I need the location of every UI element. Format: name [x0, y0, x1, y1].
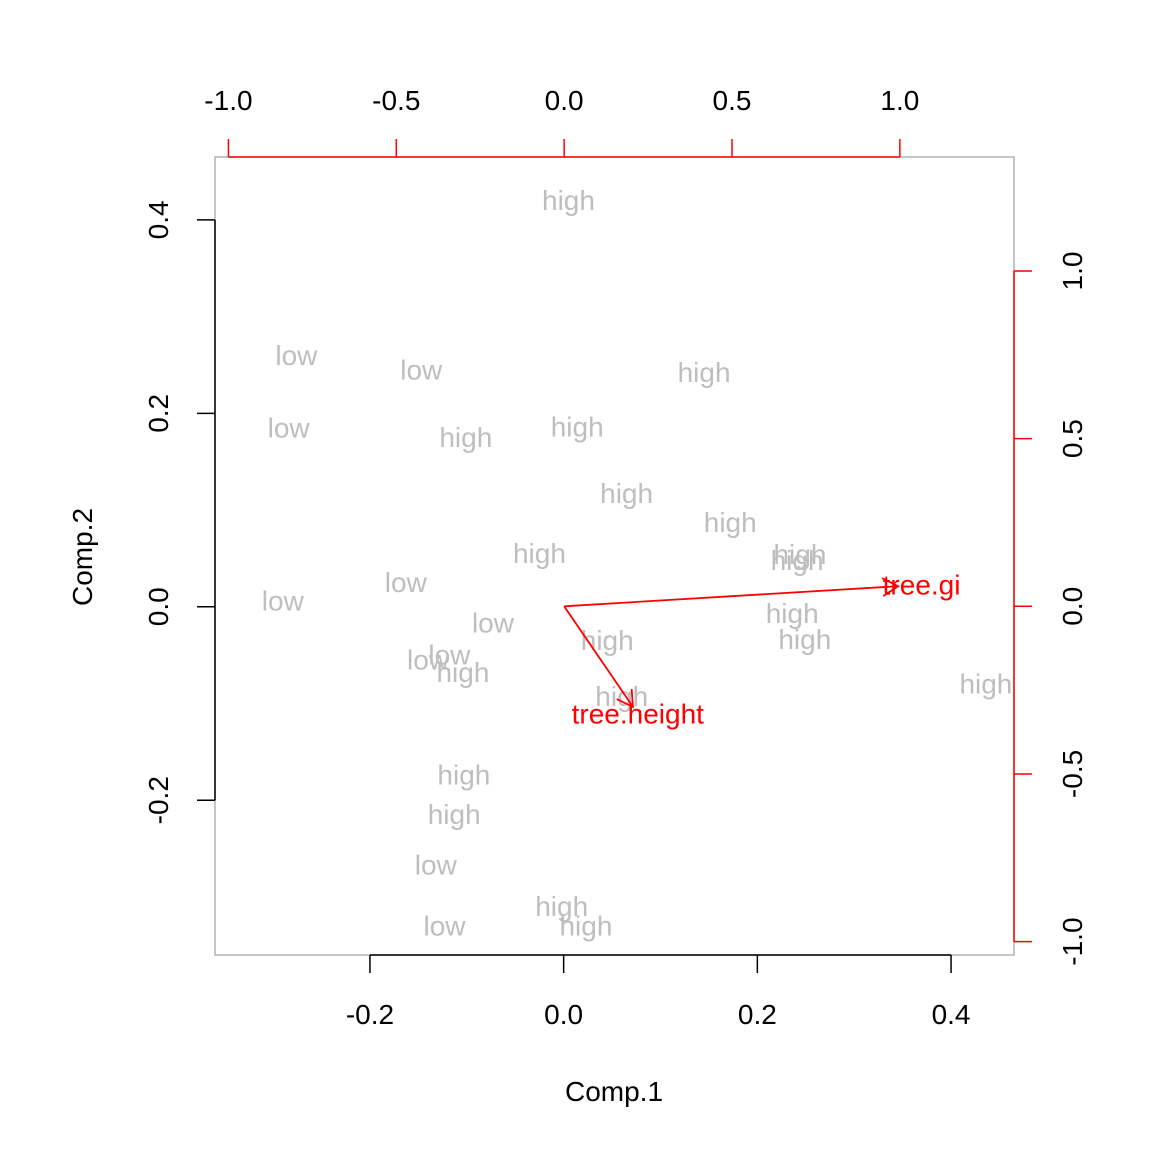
right-tick-label: 1.0: [1057, 252, 1088, 291]
right-tick-label: 0.0: [1057, 587, 1088, 626]
point-label-high: high: [773, 539, 826, 570]
point-label-low: low: [407, 644, 450, 675]
top-tick-label: -1.0: [204, 85, 252, 116]
x-tick-label: 0.2: [738, 999, 777, 1030]
x-axis-label: Comp.1: [565, 1076, 663, 1107]
point-label-low: low: [415, 850, 458, 881]
loadings-layer: tree.gi tree.height: [563, 569, 961, 729]
point-label-high: high: [439, 422, 492, 453]
top-axis: -1.0 -0.5 0.0 0.5 1.0: [204, 85, 919, 158]
loading-label-tree.height: tree.height: [572, 698, 705, 729]
top-tick-label: 0.5: [713, 85, 752, 116]
point-label-low: low: [400, 354, 443, 385]
point-label-high: high: [437, 760, 490, 791]
point-label-high: high: [595, 681, 648, 712]
right-tick-label: -1.0: [1057, 917, 1088, 965]
right-tick-label: -0.5: [1057, 750, 1088, 798]
y-tick-label: 0.2: [143, 394, 174, 433]
bottom-axis: -0.2 0.0 0.2 0.4: [346, 954, 971, 1030]
point-label-low: low: [275, 340, 318, 371]
top-tick-label: -0.5: [372, 85, 420, 116]
point-label-low: low: [428, 640, 471, 671]
right-axis: -1.0 -0.5 0.0 0.5 1.0: [1013, 252, 1088, 966]
point-label-high: high: [766, 598, 819, 629]
x-tick-label: 0.0: [544, 999, 583, 1030]
point-label-high: high: [551, 411, 604, 442]
x-tick-label: 0.4: [932, 999, 971, 1030]
point-label-high: high: [436, 657, 489, 688]
point-label-high: high: [778, 624, 831, 655]
point-label-low: low: [472, 608, 515, 639]
plot-frame: [214, 156, 1015, 956]
loading-arrow-tree.girth: [564, 585, 899, 608]
loading-arrowhead-tree.height: [616, 688, 634, 709]
point-label-low: low: [262, 585, 305, 616]
point-label-high: high: [559, 910, 612, 941]
point-label-high: high: [542, 185, 595, 216]
y-tick-label: 0.4: [143, 200, 174, 239]
point-label-low: low: [424, 910, 467, 941]
point-label-high: high: [428, 799, 481, 830]
top-tick-label: 1.0: [880, 85, 919, 116]
point-label-high: high: [771, 545, 824, 576]
y-axis-label: Comp.2: [67, 508, 98, 606]
point-label-high: high: [678, 357, 731, 388]
y-tick-label: -0.2: [143, 776, 174, 824]
point-label-high: high: [704, 507, 757, 538]
point-label-high: high: [600, 478, 653, 509]
right-tick-label: 0.5: [1057, 419, 1088, 458]
left-axis: -0.2 0.0 0.2 0.4: [143, 200, 216, 824]
point-label-high: high: [535, 891, 588, 922]
point-label-high: high: [513, 538, 566, 569]
point-label-high: high: [959, 669, 1012, 700]
loading-arrow-tree.height: [563, 605, 634, 708]
point-label-high: high: [581, 625, 634, 656]
top-tick-label: 0.0: [545, 85, 584, 116]
loading-arrowhead-tree.girth: [881, 577, 900, 597]
loading-label-tree.girth: tree.gi: [883, 569, 961, 600]
point-label-low: low: [385, 567, 428, 598]
point-label-low: low: [268, 412, 311, 443]
y-tick-label: 0.0: [143, 587, 174, 626]
x-tick-label: -0.2: [346, 999, 394, 1030]
